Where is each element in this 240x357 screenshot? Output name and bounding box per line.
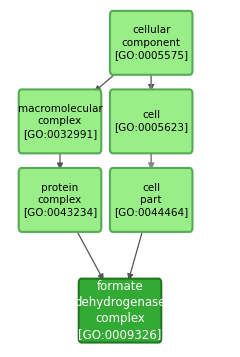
Text: cell
part
[GO:0044464]: cell part [GO:0044464] <box>114 182 188 217</box>
FancyBboxPatch shape <box>79 278 161 343</box>
FancyBboxPatch shape <box>110 168 192 232</box>
FancyBboxPatch shape <box>110 11 192 75</box>
Text: cellular
component
[GO:0005575]: cellular component [GO:0005575] <box>114 25 188 60</box>
FancyBboxPatch shape <box>19 168 101 232</box>
FancyBboxPatch shape <box>110 89 192 154</box>
Text: formate
dehydrogenase
complex
[GO:0009326]: formate dehydrogenase complex [GO:000932… <box>74 280 166 341</box>
FancyBboxPatch shape <box>19 89 101 154</box>
Text: protein
complex
[GO:0043234]: protein complex [GO:0043234] <box>23 182 97 217</box>
Text: macromolecular
complex
[GO:0032991]: macromolecular complex [GO:0032991] <box>18 104 102 139</box>
Text: cell
[GO:0005623]: cell [GO:0005623] <box>114 110 188 132</box>
